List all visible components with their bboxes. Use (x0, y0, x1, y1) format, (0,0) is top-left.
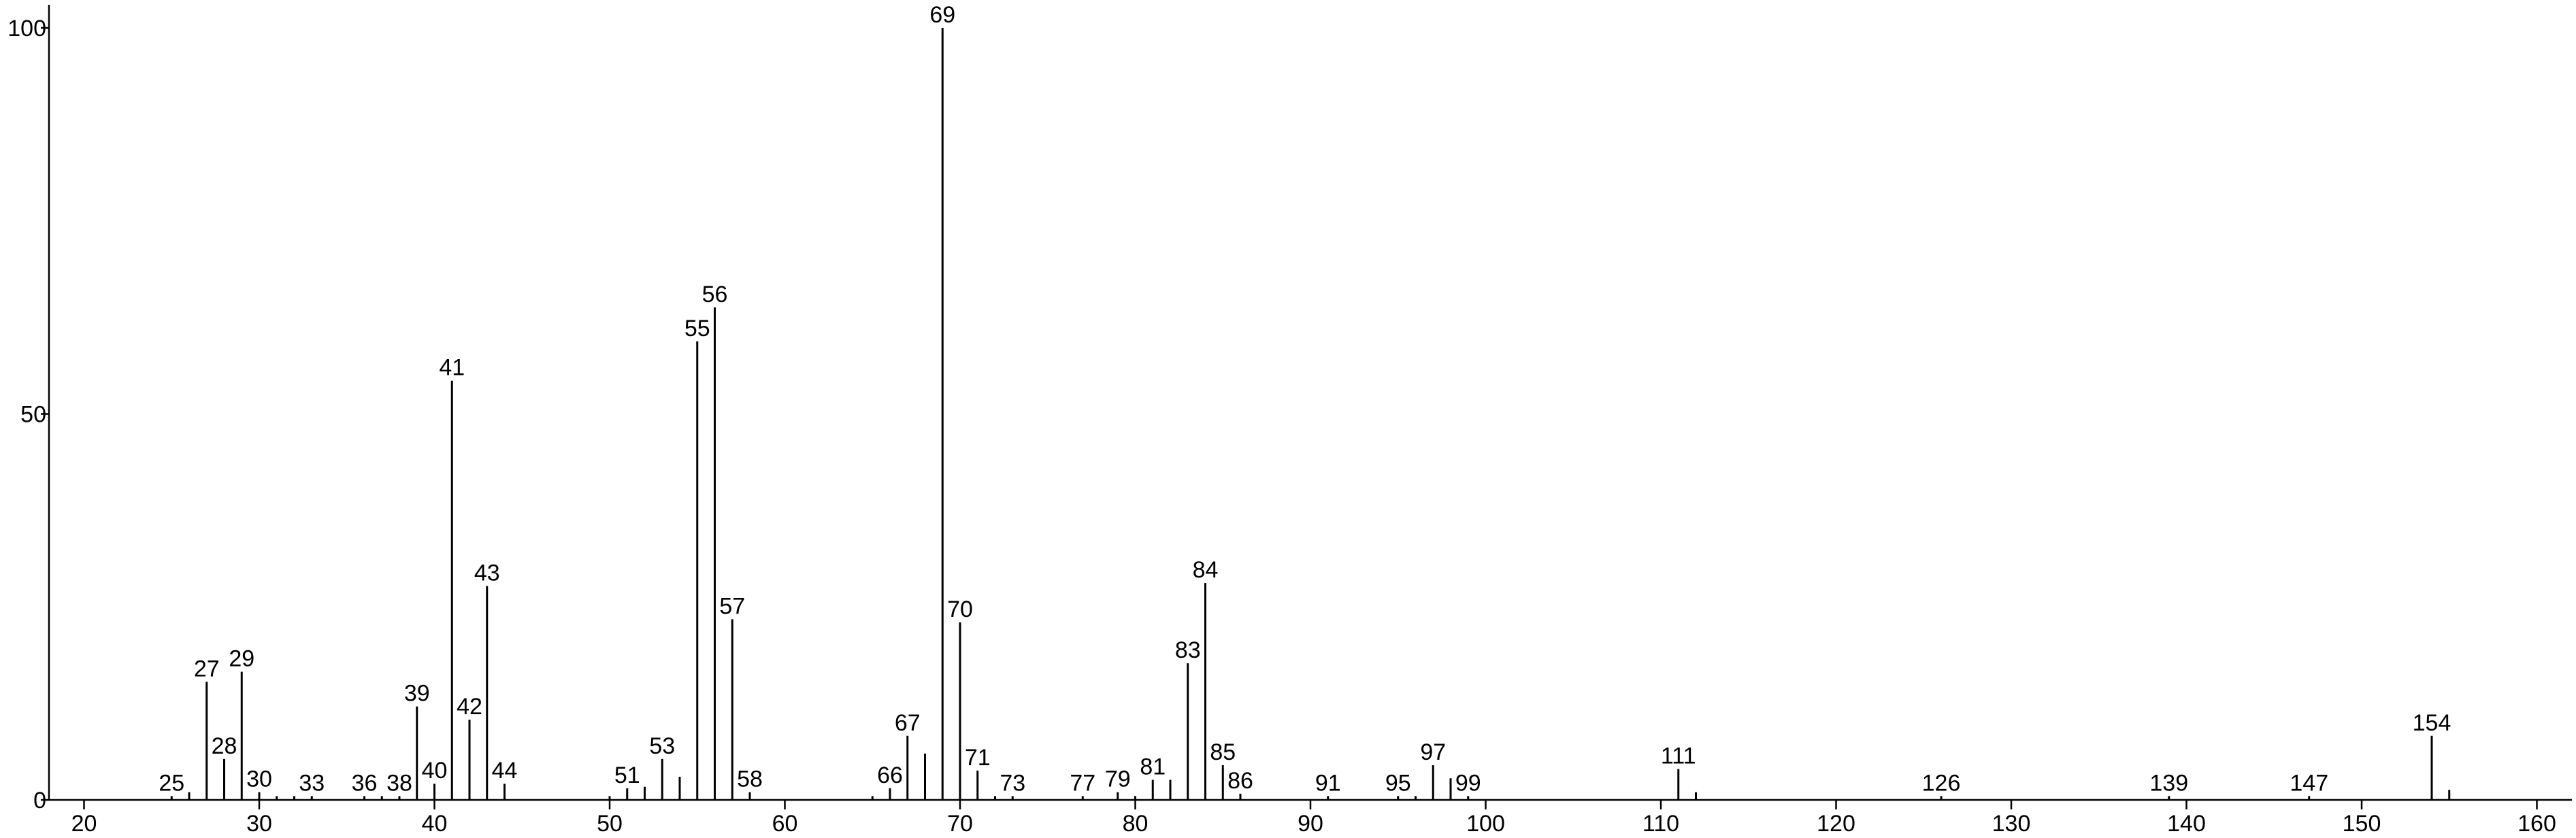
x-tick-label: 100 (1466, 811, 1505, 837)
peak-label: 81 (1140, 754, 1166, 780)
y-tick-label: 50 (20, 402, 46, 428)
peak-label: 139 (2149, 770, 2188, 796)
x-tick-label: 90 (1298, 811, 1323, 837)
peak-label: 84 (1193, 557, 1219, 583)
peak-label: 85 (1210, 739, 1236, 765)
peak-label: 56 (702, 282, 728, 307)
peak-label: 97 (1420, 739, 1446, 765)
peak-label: 91 (1315, 770, 1341, 796)
y-tick-label: 0 (33, 788, 46, 814)
x-tick-label: 110 (1642, 811, 1679, 837)
x-tick-label: 70 (947, 811, 973, 837)
peak-label: 57 (719, 593, 745, 619)
peak-label: 40 (422, 758, 448, 784)
peak-label: 73 (1000, 770, 1025, 796)
x-tick-label: 150 (2343, 811, 2381, 837)
peak-label: 67 (895, 710, 921, 736)
peak-label: 147 (2290, 770, 2328, 796)
peak-label: 36 (352, 770, 378, 796)
peak-label: 29 (229, 646, 254, 672)
peak-label: 38 (386, 770, 412, 796)
x-tick-label: 30 (246, 811, 272, 837)
x-tick-label: 20 (71, 811, 97, 837)
peak-label: 33 (299, 770, 325, 796)
peak-label: 53 (649, 733, 675, 759)
peak-label: 42 (457, 694, 482, 720)
x-tick-label: 50 (597, 811, 623, 837)
peak-label: 86 (1227, 768, 1253, 794)
peak-label: 55 (684, 316, 710, 341)
peak-label: 154 (2413, 710, 2451, 736)
peak-label: 71 (965, 745, 991, 771)
x-tick-label: 40 (422, 811, 448, 837)
peak-label: 111 (1661, 743, 1696, 769)
x-tick-label: 60 (772, 811, 798, 837)
peak-label: 70 (947, 597, 973, 622)
peak-label: 51 (614, 762, 640, 788)
peak-label: 77 (1070, 770, 1095, 796)
peak-label: 43 (474, 560, 500, 586)
peak-label: 58 (737, 767, 763, 792)
x-tick-label: 120 (1817, 811, 1855, 837)
peak-label: 95 (1385, 770, 1411, 796)
peak-label: 99 (1455, 770, 1481, 796)
peak-label: 126 (1922, 770, 1961, 796)
peak-label: 79 (1105, 767, 1131, 792)
x-tick-label: 130 (1992, 811, 2031, 837)
peak-label: 83 (1175, 637, 1201, 663)
x-tick-label: 80 (1123, 811, 1149, 837)
peak-label: 39 (404, 681, 430, 707)
peak-label: 41 (439, 355, 465, 381)
y-tick-label: 100 (7, 16, 46, 41)
x-tick-label: 160 (2517, 811, 2556, 837)
peak-label: 30 (246, 767, 272, 792)
peak-label: 25 (159, 770, 184, 796)
peak-label: 66 (877, 762, 903, 788)
peak-label: 27 (194, 656, 220, 682)
peak-label: 69 (929, 2, 955, 28)
x-tick-label: 140 (2167, 811, 2206, 837)
peak-label: 44 (492, 758, 518, 784)
peak-label: 28 (212, 733, 237, 759)
